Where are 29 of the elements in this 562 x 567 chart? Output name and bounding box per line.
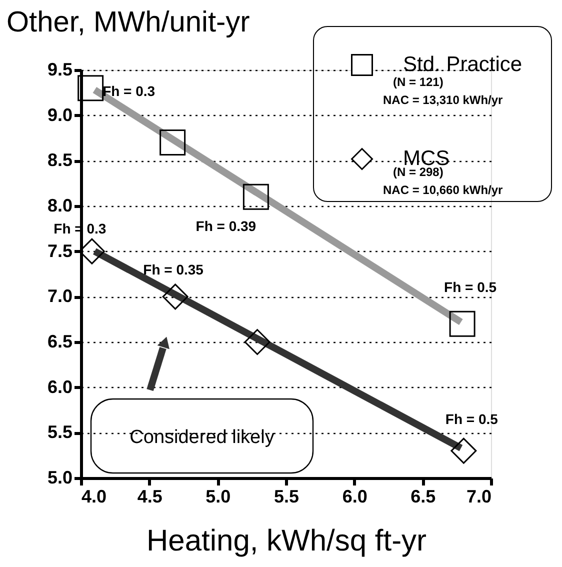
annotation: (N = 121) — [393, 75, 444, 89]
x-tick-label: 5.5 — [274, 486, 300, 506]
annotation: NAC = 10,660 kWh/yr — [383, 183, 504, 197]
annotation: Fh = 0.5 — [445, 410, 498, 427]
annotation: Fh = 0.5 — [444, 278, 497, 295]
annotation: Considered likely — [130, 427, 275, 448]
legend-label: Std. Practice — [403, 53, 522, 76]
annotation: NAC = 13,310 kWh/yr — [383, 93, 504, 107]
x-tick-label: 6.5 — [410, 486, 436, 506]
annotation: Fh = 0.3 — [102, 83, 156, 100]
x-axis-title: Heating, kWh/sq ft-yr — [146, 524, 427, 558]
y-tick-label: 9.5 — [47, 60, 72, 80]
y-tick-label: 7.5 — [47, 240, 72, 261]
y-tick-label: 9.0 — [47, 104, 72, 125]
annotation: Fh = 0.35 — [143, 262, 204, 278]
y-tick-label: 6.0 — [47, 376, 72, 397]
y-tick-label: 7.0 — [47, 286, 72, 306]
y-tick-label: 5.0 — [47, 468, 72, 488]
x-tick-label: 7.0 — [466, 486, 492, 506]
x-tick-label: 4.5 — [137, 486, 162, 506]
y-tick-label: 8.0 — [47, 196, 72, 216]
y-axis-title: Other, MWh/unit-yr — [6, 6, 250, 38]
x-tick-label: 4.0 — [82, 486, 107, 506]
y-tick-label: 8.5 — [47, 150, 72, 170]
annotation: Fh = 0.39 — [196, 218, 256, 234]
y-tick-label: 6.5 — [47, 332, 72, 352]
x-tick-label: 6.0 — [342, 486, 368, 506]
y-tick-label: 5.5 — [47, 422, 72, 442]
x-tick-label: 5.0 — [206, 486, 231, 506]
